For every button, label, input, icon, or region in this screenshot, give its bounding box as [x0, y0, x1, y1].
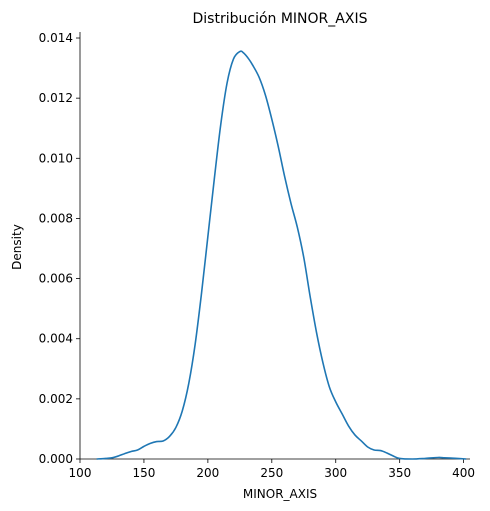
x-tick-label-400: 400	[452, 466, 475, 480]
x-tick-label-200: 200	[196, 466, 219, 480]
y-tick-label-0.008: 0.008	[39, 211, 73, 225]
y-tick-label-0.004: 0.004	[39, 332, 73, 346]
x-tick-label-100: 100	[69, 466, 92, 480]
x-axis-label: MINOR_AXIS	[243, 487, 317, 501]
x-tick-label-350: 350	[388, 466, 411, 480]
y-axis-label: Density	[10, 224, 24, 270]
chart-title: Distribución MINOR_AXIS	[193, 11, 368, 27]
x-tick-label-250: 250	[260, 466, 283, 480]
plot-area: 100 150 200 250 300 350 400 0.000 0.002 0.004 0.00…	[39, 31, 475, 480]
x-tick-label-300: 300	[324, 466, 347, 480]
y-tick-label-0.010: 0.010	[39, 151, 73, 165]
y-tick-label-0.006: 0.006	[39, 272, 73, 286]
density-line-0	[96, 50, 467, 460]
y-tick-label-0.012: 0.012	[39, 91, 73, 105]
x-tick-label-150: 150	[132, 466, 155, 480]
y-tick-label-0.014: 0.014	[39, 31, 73, 45]
y-tick-label-0.002: 0.002	[39, 392, 73, 406]
y-tick-label-0.000: 0.000	[39, 452, 73, 466]
